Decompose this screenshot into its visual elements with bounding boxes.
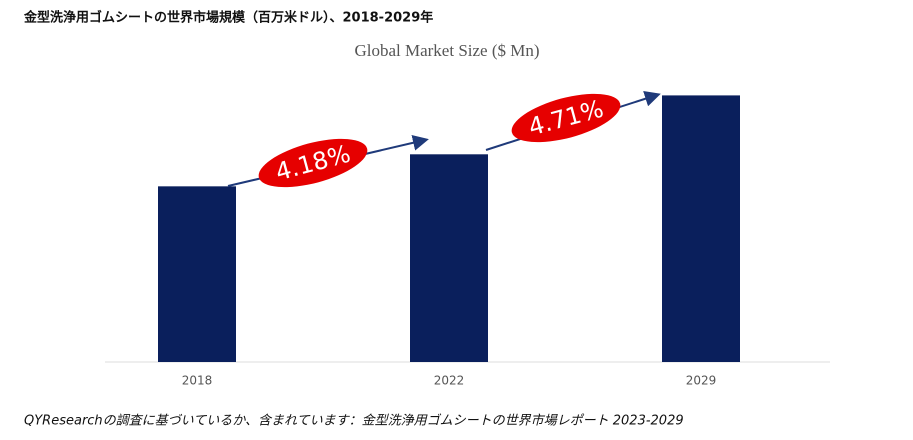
growth-badge: 4.18% bbox=[258, 138, 368, 188]
bar bbox=[158, 186, 236, 362]
page-title: 金型洗浄用ゴムシートの世界市場規模（百万米ドル）、2018-2029年 bbox=[23, 10, 433, 26]
bar bbox=[662, 95, 740, 363]
x-tick-label: 2018 bbox=[182, 374, 213, 388]
footer: QYResearchの調査に基づいているか、含まれています：金型洗浄用ゴムシート… bbox=[24, 413, 684, 429]
badge-ellipse bbox=[258, 138, 368, 188]
growth-badge: 4.71% bbox=[511, 93, 621, 143]
badge-ellipse bbox=[511, 93, 621, 143]
x-tick-label: 2029 bbox=[686, 374, 717, 388]
bar bbox=[410, 154, 488, 362]
chart-title: Global Market Size ($ Mn) bbox=[354, 41, 539, 60]
x-tick-label: 2022 bbox=[434, 374, 465, 388]
